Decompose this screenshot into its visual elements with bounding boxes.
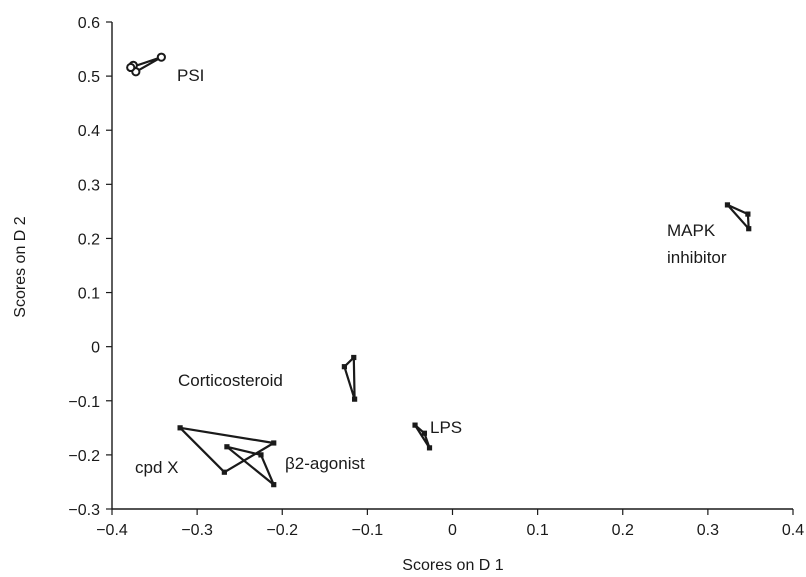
- series-group: [724, 202, 752, 232]
- data-point: [745, 211, 751, 217]
- x-tick-label: −0.2: [266, 522, 298, 539]
- data-point: [126, 62, 136, 73]
- data-point: [156, 52, 166, 62]
- data-point: [258, 452, 264, 458]
- data-point: [352, 396, 358, 402]
- x-axis-title: Scores on D 1: [402, 557, 503, 574]
- y-tick-label: 0: [91, 340, 100, 357]
- series-outline: [726, 203, 750, 230]
- data-point: [746, 226, 752, 232]
- series-label: LPS: [430, 418, 462, 437]
- series-label: inhibitor: [667, 248, 727, 267]
- series-label: cpd X: [135, 458, 178, 477]
- data-point: [421, 430, 428, 436]
- x-tick-label: 0.4: [782, 522, 804, 539]
- y-tick-label: 0.5: [78, 69, 100, 86]
- series-group: [412, 422, 433, 451]
- series-label: PSI: [177, 66, 204, 85]
- series-outline: [413, 424, 431, 449]
- x-tick-label: −0.3: [181, 522, 213, 539]
- series-label: MAPK: [667, 221, 716, 240]
- data-point: [224, 444, 230, 450]
- data-point: [426, 445, 433, 451]
- series-outline: [179, 426, 275, 474]
- y-axis-title: Scores on D 2: [12, 216, 29, 317]
- y-tick-label: 0.3: [78, 177, 100, 194]
- data-point: [724, 202, 731, 208]
- y-tick-label: −0.3: [68, 502, 100, 519]
- data-point: [177, 425, 183, 431]
- y-tick-label: 0.2: [78, 231, 100, 248]
- data-point: [271, 440, 277, 446]
- x-tick-label: −0.4: [96, 522, 128, 539]
- x-tick-label: 0.1: [527, 522, 549, 539]
- series-group: [126, 52, 166, 77]
- y-tick-label: 0.6: [78, 15, 100, 32]
- y-tick-label: −0.2: [68, 448, 100, 465]
- data-point: [412, 422, 418, 428]
- data-point: [341, 364, 347, 370]
- x-tick-label: 0: [448, 522, 457, 539]
- series-outline: [343, 356, 356, 401]
- series-group: [224, 444, 277, 488]
- series-outline: [225, 445, 275, 486]
- series-label: Corticosteroid: [178, 371, 283, 390]
- data-point: [271, 482, 277, 488]
- series-group: [341, 354, 358, 402]
- y-tick-label: 0.4: [78, 123, 100, 140]
- x-tick-label: −0.1: [352, 522, 384, 539]
- label-layer: PSI MAPK inhibitor Corticosteroid LPS cpd X β2…: [135, 66, 727, 477]
- x-tick-label: 0.3: [697, 522, 719, 539]
- axes: −0.4 −0.3 −0.2 −0.1 0 0.1 0.2 0.3 0.4 −0.3 −0.2 −0.…: [68, 15, 804, 539]
- y-tick-label: 0.1: [78, 286, 100, 303]
- series-group: [177, 425, 277, 475]
- data-point: [351, 354, 357, 361]
- series-label: β2-agonist: [285, 454, 365, 473]
- x-tick-label: 0.2: [612, 522, 634, 539]
- y-tick-label: −0.1: [68, 394, 100, 411]
- data-point: [221, 469, 227, 475]
- series-layer: [126, 52, 752, 488]
